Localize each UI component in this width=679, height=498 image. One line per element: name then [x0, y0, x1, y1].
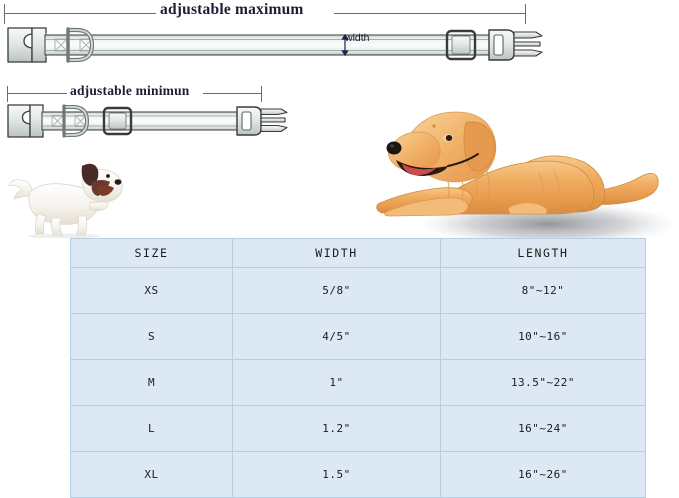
- cell-width: 4/5": [232, 313, 441, 360]
- cell-length: 16"~24": [440, 405, 646, 452]
- dim-tick-max-right: [525, 4, 526, 24]
- table-row: S 4/5" 10"~16": [70, 313, 646, 360]
- cell-width: 5/8": [232, 267, 441, 314]
- running-dog-illustration: [6, 152, 134, 238]
- adjustable-maximum-label: adjustable maximum: [160, 1, 304, 18]
- cell-width: 1": [232, 359, 441, 406]
- cell-size: L: [70, 405, 233, 452]
- table-row: L 1.2" 16"~24": [70, 405, 646, 452]
- table-row: XL 1.5" 16"~26": [70, 451, 646, 498]
- adjustable-minimum-label: adjustable minimun: [70, 83, 190, 98]
- table-header-row: SIZE WIDTH LENGTH: [70, 238, 646, 268]
- cell-size: XL: [70, 451, 233, 498]
- lying-golden-retriever-illustration: [370, 96, 670, 248]
- dim-tick-max-left: [4, 4, 5, 24]
- cell-length: 16"~26": [440, 451, 646, 498]
- cell-length: 13.5"~22": [440, 359, 646, 406]
- cell-size: S: [70, 313, 233, 360]
- dim-tick-min-right: [261, 86, 262, 102]
- dim-line-max-right: [334, 13, 525, 14]
- dim-line-min-left: [7, 93, 67, 94]
- cell-width: 1.5": [232, 451, 441, 498]
- dim-line-max-left: [4, 13, 156, 14]
- collar-diagram-minimum: [2, 100, 292, 142]
- dim-line-min-right: [203, 93, 261, 94]
- size-chart-table: SIZE WIDTH LENGTH XS 5/8" 8"~12" S 4/5" …: [70, 238, 646, 498]
- column-header-width: WIDTH: [232, 238, 441, 268]
- cell-width: 1.2": [232, 405, 441, 452]
- cell-length: 8"~12": [440, 267, 646, 314]
- cell-size: XS: [70, 267, 233, 314]
- cell-length: 10"~16": [440, 313, 646, 360]
- table-row: M 1" 13.5"~22": [70, 359, 646, 406]
- width-callout-label: width: [345, 32, 370, 44]
- collar-diagram-maximum: [2, 22, 550, 68]
- dim-tick-min-left: [7, 86, 8, 102]
- table-row: XS 5/8" 8"~12": [70, 267, 646, 314]
- column-header-length: LENGTH: [440, 238, 646, 268]
- cell-size: M: [70, 359, 233, 406]
- column-header-size: SIZE: [70, 238, 233, 268]
